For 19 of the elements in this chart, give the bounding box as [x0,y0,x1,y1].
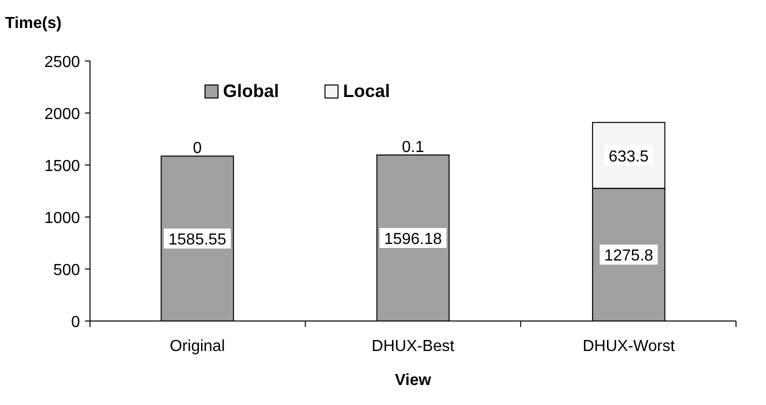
data-label: 0.1 [402,138,424,156]
data-label: 0 [192,140,202,158]
x-tick-label: Original [170,338,225,355]
y-tick-label: 2500 [44,54,80,71]
data-label: 1585.55 [168,232,226,249]
legend-label: Global [223,81,280,101]
data-label: 1275.8 [604,248,654,265]
data-label: 1596.18 [384,231,442,248]
y-tick-label: 1000 [44,210,80,227]
data-label: 633.5 [608,148,649,166]
y-tick-label: 1500 [44,158,80,175]
y-tick-label: 0 [71,314,80,331]
x-tick-label: DHUX-Worst [582,338,676,355]
chart-title: Time(s) [5,15,62,32]
x-tick-label: DHUX-Best [372,338,455,355]
legend-label: Local [343,81,390,101]
x-axis-title: View [394,372,432,389]
y-tick-label: 2000 [44,106,80,123]
y-tick-label: 500 [53,262,80,279]
